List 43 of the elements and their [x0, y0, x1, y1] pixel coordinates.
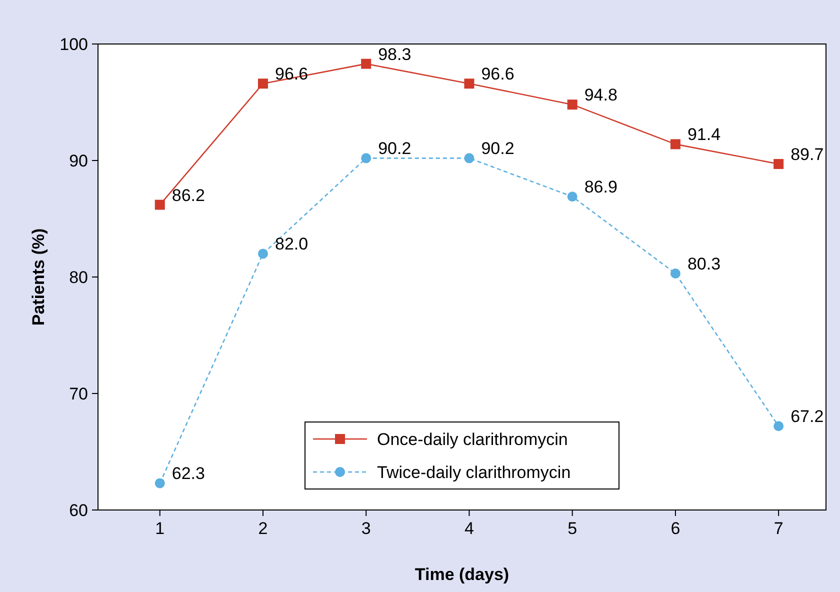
data-label: 90.2 — [378, 139, 412, 158]
x-tick-label: 5 — [568, 519, 578, 538]
point — [774, 421, 784, 432]
data-label: 62.3 — [172, 464, 205, 484]
point — [670, 268, 680, 279]
point — [361, 58, 372, 69]
point — [464, 78, 474, 89]
point — [464, 153, 474, 164]
data-label: 94.8 — [584, 86, 618, 105]
data-label: 91.4 — [687, 125, 721, 144]
legend-label: Once-daily clarithromycin — [377, 430, 568, 449]
point — [258, 248, 268, 259]
point — [361, 153, 372, 164]
x-tick-label: 6 — [670, 519, 680, 538]
point — [567, 192, 578, 202]
x-tick-label: 1 — [155, 519, 165, 538]
data-label: 80.3 — [687, 254, 721, 274]
point — [258, 78, 268, 89]
y-tick-label: 80 — [69, 268, 88, 287]
x-tick-label: 2 — [258, 519, 268, 538]
y-tick-label: 60 — [69, 500, 88, 520]
y-tick-label: 100 — [60, 34, 88, 54]
point — [154, 478, 165, 488]
data-label: 86.9 — [584, 178, 618, 197]
point — [154, 200, 165, 210]
y-tick-label: 90 — [69, 151, 88, 170]
data-label: 82.0 — [274, 234, 308, 254]
x-axis-title: Time (days) — [414, 565, 510, 584]
x-tick-label: 7 — [774, 519, 784, 538]
point — [774, 158, 784, 169]
data-label: 67.2 — [790, 407, 824, 426]
data-label: 86.2 — [172, 186, 205, 205]
data-label: 89.7 — [790, 144, 824, 164]
data-label: 96.6 — [481, 64, 514, 84]
point — [567, 100, 578, 110]
legend-label: Twice-daily clarithromycin — [377, 462, 571, 482]
y-tick-label: 70 — [69, 384, 88, 404]
y-axis-title: Patients (%) — [29, 228, 48, 326]
x-tick-label: 4 — [464, 519, 474, 538]
point — [670, 139, 680, 150]
data-label: 98.3 — [378, 44, 412, 64]
x-tick-label: 3 — [361, 519, 371, 538]
data-label: 90.2 — [481, 139, 514, 158]
